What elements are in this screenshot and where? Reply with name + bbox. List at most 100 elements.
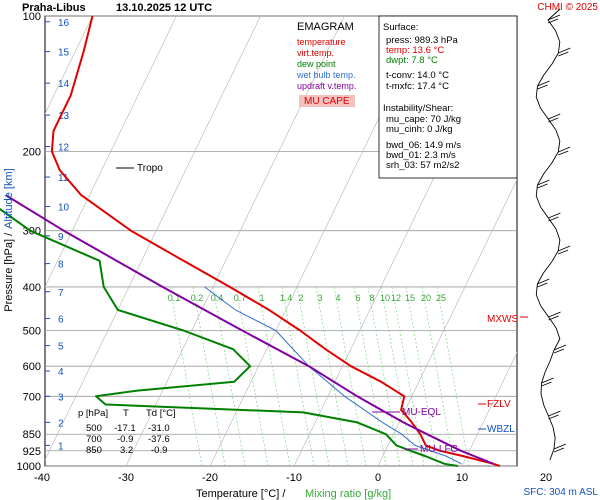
pressure-tick-label: 100 <box>23 11 41 23</box>
fzlv-label: FZLV <box>487 399 511 410</box>
mixing-ratio-line <box>333 286 367 466</box>
mu-cape-value: mu_cape: 70 J/kg <box>386 114 461 125</box>
wind-staff <box>551 151 559 164</box>
wind-staff <box>535 184 538 197</box>
pressure-tick-label: 500 <box>23 326 41 338</box>
wind-barb <box>537 278 550 285</box>
table-row-t: 3.2 <box>120 445 133 456</box>
instability-title: Instability/Shear: <box>383 103 453 114</box>
wind-barb <box>548 311 561 318</box>
wind-staff <box>557 140 561 153</box>
mixing-ratio-tick-label: 2 <box>298 293 303 303</box>
wind-staff <box>543 162 553 175</box>
mixing-ratio-tick-label: 15 <box>405 293 415 303</box>
mxws-label: MXWS <box>487 314 518 325</box>
wind-staff <box>540 305 549 318</box>
wind-staff <box>540 206 549 219</box>
altitude-tick-label: 6 <box>58 314 64 325</box>
wind-barb <box>541 381 552 387</box>
mixing-ratio-tick-label: 3 <box>317 293 322 303</box>
wind-staff <box>547 118 557 131</box>
wind-barb <box>553 443 567 450</box>
altitude-tick-label: 15 <box>58 48 70 59</box>
altitude-tick-label: 9 <box>58 232 64 243</box>
altitude-tick-label: 11 <box>58 173 69 184</box>
table-row-p: 700 <box>86 434 102 445</box>
wind-barb <box>548 414 559 420</box>
wind-staff <box>535 294 542 307</box>
mixing-ratio-group <box>169 286 470 466</box>
wind-barb <box>557 249 569 255</box>
t-conv: t-conv: 14.0 °C <box>386 70 449 81</box>
series-wet-bulb-temp- <box>204 286 462 465</box>
pressure-tick-label: 925 <box>23 446 41 458</box>
wind-barb <box>537 179 550 186</box>
mixing-ratio-tick-label: 1 <box>259 293 264 303</box>
legend-title: EMAGRAM <box>297 21 354 33</box>
wind-barb <box>548 113 561 120</box>
table-header-t: T <box>123 408 129 419</box>
wind-staff <box>549 448 555 461</box>
series-dew-point <box>0 207 458 467</box>
surface-temp: temp: 13.6 °C <box>386 45 444 56</box>
mixing-ratio-line <box>281 286 315 466</box>
wind-staff <box>535 96 541 109</box>
bwd01-value: bwd_01: 2.3 m/s <box>386 150 456 161</box>
pressure-tick-label: 850 <box>23 429 41 441</box>
wind-staff <box>540 393 545 406</box>
wind-staff <box>548 415 554 428</box>
mixing-ratio-line <box>436 286 470 466</box>
isotherm <box>377 178 517 466</box>
wind-staff <box>551 250 559 263</box>
table-row-td: -37.6 <box>148 434 170 445</box>
temperature-tick-label: -20 <box>202 472 218 484</box>
grid-layer: 1002003004005006007008509251000-70-60-50… <box>17 11 600 484</box>
wind-barb <box>558 47 571 54</box>
wind-staff <box>537 74 545 87</box>
mu-cinh-value: mu_cinh: 0 J/kg <box>386 124 453 135</box>
mixing-ratio-axis-label: Mixing ratio [g/kg] <box>305 488 391 500</box>
table-row-p: 500 <box>86 423 102 434</box>
sfc-label: SFC: 304 m ASL <box>524 487 599 498</box>
wind-staff <box>549 349 555 362</box>
isotherm <box>461 351 517 466</box>
mixing-ratio-tick-label: 10 <box>380 293 390 303</box>
mixing-ratio-line <box>169 286 203 466</box>
mixing-ratio-tick-label: 0.2 <box>191 293 204 303</box>
surface-dwpt: dwpt: 7.8 °C <box>386 55 438 66</box>
wind-staff <box>547 19 557 32</box>
mixing-ratio-tick-label: 0.7 <box>234 293 247 303</box>
wind-barb <box>558 146 571 153</box>
temperature-tick-label: -40 <box>34 472 50 484</box>
wind-staff <box>553 338 561 351</box>
isotherm <box>546 16 600 466</box>
wind-staff <box>537 173 544 186</box>
wind-barb <box>557 245 571 252</box>
wind-barb <box>558 150 569 156</box>
mu-lfc-label: MU-LFC <box>420 444 458 455</box>
credit-text: CHMI © 2025 <box>537 2 598 13</box>
mixing-ratio-line <box>192 286 226 466</box>
temperature-tick-label: 20 <box>540 472 552 484</box>
wind-staff <box>551 52 559 65</box>
mixing-ratio-tick-label: 8 <box>369 293 374 303</box>
surface-press: press: 989.3 hPa <box>386 35 459 46</box>
wind-staff <box>543 261 552 274</box>
pressure-tick-label: 200 <box>23 146 41 158</box>
wind-barb <box>553 344 567 351</box>
altitude-tick-label: 14 <box>58 79 70 90</box>
wind-barb <box>548 410 561 417</box>
mu-cape-badge <box>299 95 355 107</box>
wind-staff <box>552 426 556 439</box>
wind-staff <box>547 8 561 21</box>
wind-staff <box>535 85 538 98</box>
mixing-ratio-tick-label: 25 <box>436 293 446 303</box>
series-temperature <box>50 15 501 467</box>
wbzl-label: WBZL <box>487 424 515 435</box>
wind-staff <box>536 272 544 285</box>
isotherm <box>125 16 345 466</box>
table-header-td: Td [°C] <box>146 408 176 419</box>
mu-cape-label: MU CAPE <box>304 96 350 107</box>
wind-staff <box>544 360 551 373</box>
wind-staff <box>557 239 561 252</box>
